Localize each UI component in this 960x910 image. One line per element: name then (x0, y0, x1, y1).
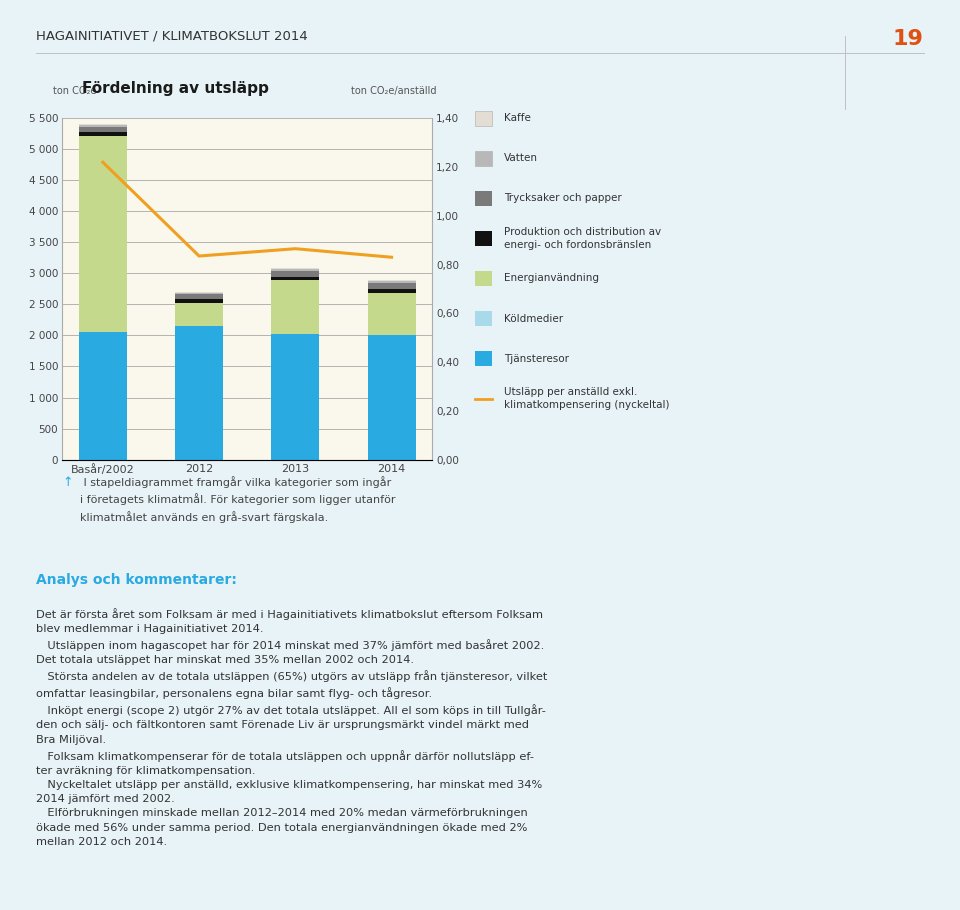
Bar (175, 293, 223, 294)
Text: ton CO₂e: ton CO₂e (53, 86, 96, 96)
Bar (272, 334, 320, 460)
Text: Köldmedier: Köldmedier (504, 314, 564, 323)
Text: Trycksaker och papper: Trycksaker och papper (504, 194, 622, 203)
Text: I stapeldiagrammet framgår vilka kategorier som ingår
i företagets klimatmål. Fö: I stapeldiagrammet framgår vilka kategor… (80, 476, 396, 522)
Text: Kaffe: Kaffe (504, 114, 531, 123)
Bar (79, 126, 127, 132)
Text: Vatten: Vatten (504, 154, 538, 163)
Bar (175, 299, 223, 302)
Bar (272, 268, 320, 269)
Bar (272, 271, 320, 277)
Text: Tjänsteresor: Tjänsteresor (504, 354, 569, 363)
Bar (368, 335, 416, 460)
Text: Det är första året som Folksam är med i Hagainitiativets klimatbokslut eftersom : Det är första året som Folksam är med i … (36, 608, 548, 846)
Bar (272, 277, 320, 280)
Text: 19: 19 (893, 29, 924, 49)
Bar (175, 294, 223, 299)
Bar (175, 292, 223, 293)
Bar (79, 132, 127, 136)
Bar (272, 280, 320, 334)
Text: Utsläpp per anställd exkl.
klimatkompensering (nyckeltal): Utsläpp per anställd exkl. klimatkompens… (504, 388, 669, 410)
Text: Analys och kommentarer:: Analys och kommentarer: (36, 573, 237, 587)
Bar (175, 326, 223, 460)
Bar (368, 280, 416, 281)
Text: ton CO₂e/anställd: ton CO₂e/anställd (351, 86, 437, 96)
Bar (368, 283, 416, 289)
Text: ↑: ↑ (62, 476, 73, 489)
Bar (79, 332, 127, 460)
Bar (175, 302, 223, 326)
Bar (368, 289, 416, 293)
Bar (368, 293, 416, 335)
Text: Fördelning av utsläpp: Fördelning av utsläpp (82, 81, 269, 96)
Bar (79, 136, 127, 332)
Bar (368, 281, 416, 283)
Text: Energianvändning: Energianvändning (504, 274, 599, 283)
Bar (79, 125, 127, 126)
Bar (272, 269, 320, 271)
Text: Produktion och distribution av
energi- och fordonsbränslen: Produktion och distribution av energi- o… (504, 228, 661, 249)
Text: HAGAINITIATIVET / KLIMATBOKSLUT 2014: HAGAINITIATIVET / KLIMATBOKSLUT 2014 (36, 29, 308, 42)
Bar (79, 124, 127, 125)
